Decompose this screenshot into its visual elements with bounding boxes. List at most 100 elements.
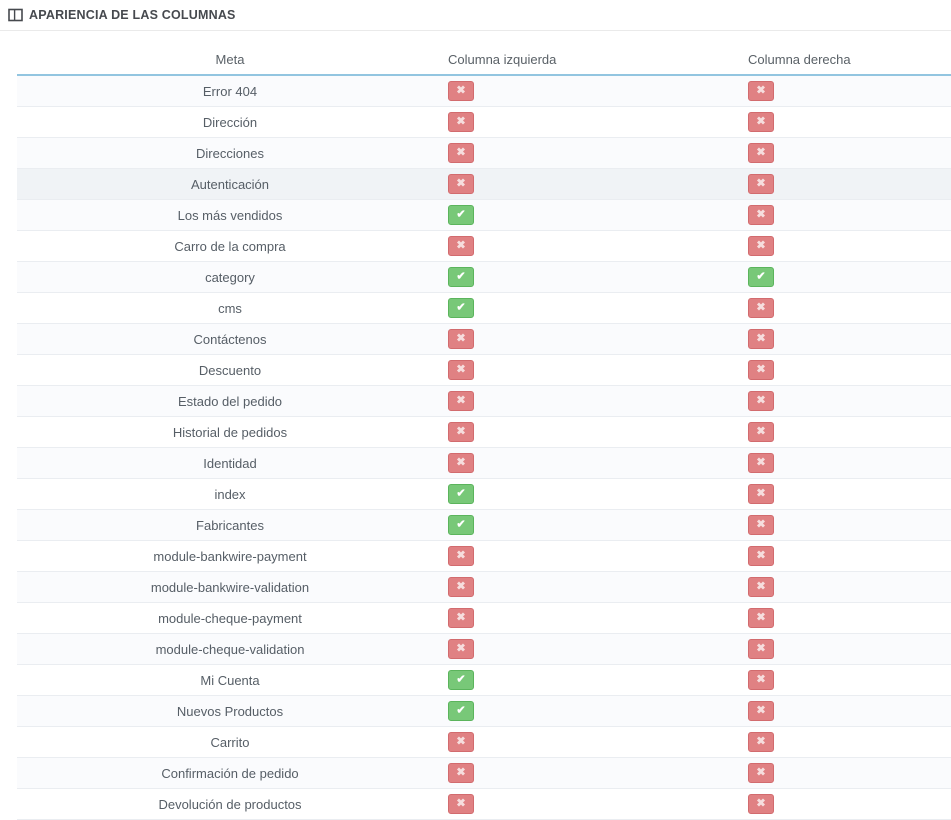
meta-columns-table: Meta Columna izquierda Columna derecha E… (17, 44, 951, 820)
left-column-cell: ✖ (443, 763, 743, 783)
left-column-cell: ✔ (443, 670, 743, 690)
left-column-toggle-button[interactable]: ✖ (448, 639, 474, 659)
x-icon: ✖ (456, 735, 466, 747)
left-column-toggle-button[interactable]: ✖ (448, 112, 474, 132)
left-column-toggle-button[interactable]: ✖ (448, 577, 474, 597)
left-column-toggle-button[interactable]: ✖ (448, 732, 474, 752)
left-column-cell: ✖ (443, 391, 743, 411)
left-column-cell: ✖ (443, 546, 743, 566)
right-column-cell: ✖ (743, 515, 951, 535)
right-column-toggle-button[interactable]: ✖ (748, 205, 774, 225)
left-column-toggle-button[interactable]: ✖ (448, 794, 474, 814)
left-column-toggle-button[interactable]: ✖ (448, 174, 474, 194)
x-icon: ✖ (456, 239, 466, 251)
left-column-cell: ✔ (443, 515, 743, 535)
left-column-toggle-button[interactable]: ✖ (448, 763, 474, 783)
meta-page-name: category (205, 269, 255, 285)
right-column-cell: ✔ (743, 267, 951, 287)
left-column-toggle-button[interactable]: ✖ (448, 360, 474, 380)
x-icon: ✖ (756, 177, 766, 189)
left-column-toggle-button[interactable]: ✖ (448, 608, 474, 628)
panel-heading: APARIENCIA DE LAS COLUMNAS (0, 0, 951, 31)
meta-page-name: module-bankwire-validation (150, 579, 310, 595)
right-column-cell: ✖ (743, 794, 951, 814)
right-column-cell: ✖ (743, 81, 951, 101)
left-column-cell: ✖ (443, 577, 743, 597)
table-row: Carro de la compra ✖ ✖ (17, 231, 951, 262)
right-column-toggle-button[interactable]: ✖ (748, 701, 774, 721)
meta-page-name: Confirmación de pedido (161, 765, 299, 781)
right-column-toggle-button[interactable]: ✖ (748, 174, 774, 194)
right-column-toggle-button[interactable]: ✖ (748, 329, 774, 349)
right-column-toggle-button[interactable]: ✖ (748, 298, 774, 318)
right-column-toggle-button[interactable]: ✖ (748, 763, 774, 783)
right-column-toggle-button[interactable]: ✖ (748, 515, 774, 535)
x-icon: ✖ (756, 673, 766, 685)
left-column-toggle-button[interactable]: ✔ (448, 515, 474, 535)
left-column-toggle-button[interactable]: ✖ (448, 453, 474, 473)
right-column-toggle-button[interactable]: ✖ (748, 670, 774, 690)
left-column-toggle-button[interactable]: ✔ (448, 205, 474, 225)
left-column-toggle-button[interactable]: ✖ (448, 81, 474, 101)
table-row: Autenticación ✖ ✖ (17, 169, 951, 200)
right-column-toggle-button[interactable]: ✖ (748, 484, 774, 504)
left-column-cell: ✖ (443, 608, 743, 628)
x-icon: ✖ (456, 549, 466, 561)
right-column-toggle-button[interactable]: ✖ (748, 391, 774, 411)
right-column-cell: ✖ (743, 143, 951, 163)
meta-page-name: module-cheque-payment (158, 610, 302, 626)
x-icon: ✖ (756, 301, 766, 313)
left-column-cell: ✔ (443, 205, 743, 225)
meta-page-name: Autenticación (190, 176, 270, 192)
right-column-toggle-button[interactable]: ✔ (748, 267, 774, 287)
table-row: index ✔ ✖ (17, 479, 951, 510)
left-column-cell: ✖ (443, 236, 743, 256)
right-column-cell: ✖ (743, 391, 951, 411)
left-column-toggle-button[interactable]: ✔ (448, 670, 474, 690)
table-row: module-bankwire-validation ✖ ✖ (17, 572, 951, 603)
right-column-toggle-button[interactable]: ✖ (748, 422, 774, 442)
table-row: Carrito ✖ ✖ (17, 727, 951, 758)
x-icon: ✖ (756, 735, 766, 747)
right-column-cell: ✖ (743, 577, 951, 597)
left-column-toggle-button[interactable]: ✖ (448, 546, 474, 566)
right-column-cell: ✖ (743, 639, 951, 659)
left-column-toggle-button[interactable]: ✔ (448, 701, 474, 721)
right-column-toggle-button[interactable]: ✖ (748, 236, 774, 256)
right-column-toggle-button[interactable]: ✖ (748, 546, 774, 566)
left-column-toggle-button[interactable]: ✖ (448, 329, 474, 349)
right-column-cell: ✖ (743, 732, 951, 752)
right-column-toggle-button[interactable]: ✖ (748, 360, 774, 380)
meta-page-name: Mi Cuenta (200, 672, 260, 688)
table-row: Identidad ✖ ✖ (17, 448, 951, 479)
table-row: cms ✔ ✖ (17, 293, 951, 324)
x-icon: ✖ (456, 84, 466, 96)
left-column-toggle-button[interactable]: ✔ (448, 267, 474, 287)
x-icon: ✖ (456, 611, 466, 623)
meta-page-name: Dirección (202, 114, 258, 130)
left-column-toggle-button[interactable]: ✔ (448, 298, 474, 318)
right-column-toggle-button[interactable]: ✖ (748, 112, 774, 132)
meta-page-name: module-bankwire-payment (153, 548, 307, 564)
left-column-cell: ✖ (443, 81, 743, 101)
right-column-toggle-button[interactable]: ✖ (748, 577, 774, 597)
meta-page-name: Fabricantes (196, 517, 264, 533)
left-column-toggle-button[interactable]: ✖ (448, 236, 474, 256)
right-column-toggle-button[interactable]: ✖ (748, 143, 774, 163)
left-column-toggle-button[interactable]: ✖ (448, 143, 474, 163)
check-icon: ✔ (456, 518, 466, 530)
left-column-toggle-button[interactable]: ✖ (448, 422, 474, 442)
right-column-toggle-button[interactable]: ✖ (748, 608, 774, 628)
left-column-toggle-button[interactable]: ✔ (448, 484, 474, 504)
table-row: Los más vendidos ✔ ✖ (17, 200, 951, 231)
right-column-toggle-button[interactable]: ✖ (748, 81, 774, 101)
right-column-toggle-button[interactable]: ✖ (748, 639, 774, 659)
left-column-toggle-button[interactable]: ✖ (448, 391, 474, 411)
right-column-cell: ✖ (743, 360, 951, 380)
right-column-toggle-button[interactable]: ✖ (748, 794, 774, 814)
right-column-toggle-button[interactable]: ✖ (748, 732, 774, 752)
right-column-toggle-button[interactable]: ✖ (748, 453, 774, 473)
table-row: Mi Cuenta ✔ ✖ (17, 665, 951, 696)
table-row: Descuento ✖ ✖ (17, 355, 951, 386)
x-icon: ✖ (756, 642, 766, 654)
